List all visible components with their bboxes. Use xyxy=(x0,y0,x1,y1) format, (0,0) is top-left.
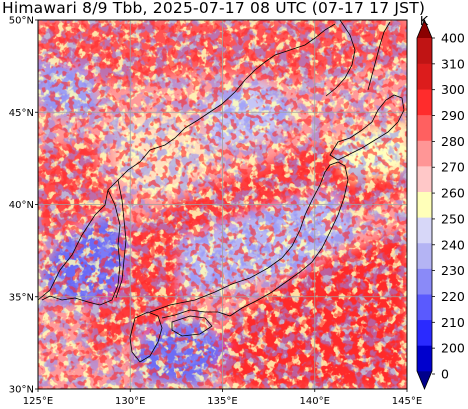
colorbar-segment xyxy=(417,63,432,90)
colorbar-segment xyxy=(417,294,432,321)
colorbar-tick-label: 300 xyxy=(441,82,465,97)
latitude-ticks: 30°N 35°N 40°N 45°N 50°N xyxy=(9,16,38,396)
lat-tick-label: 45°N xyxy=(9,108,34,119)
colorbar-tick-label: 280 xyxy=(441,134,465,149)
colorbar-tick-label: 220 xyxy=(441,289,465,304)
colorbar-segment xyxy=(417,140,432,167)
lat-tick-label: 30°N xyxy=(9,385,34,396)
colorbar-segment xyxy=(417,242,432,269)
colorbar-tick-label: 250 xyxy=(441,211,465,226)
colorbar-segment xyxy=(417,114,432,141)
colorbar-segment xyxy=(417,191,432,218)
lon-tick-label: 145°E xyxy=(392,396,422,407)
coastline-korea-south xyxy=(41,189,121,306)
colorbar-outline xyxy=(416,18,433,391)
coastline-korea-china xyxy=(38,23,336,301)
coastline-hokkaido xyxy=(329,94,405,161)
lon-tick-label: 125°E xyxy=(23,396,53,407)
colorbar-tick-label: 260 xyxy=(441,186,465,201)
coastline-maritime-coast xyxy=(325,20,356,97)
colorbar-segment xyxy=(417,166,432,192)
colorbar-labels: 0 200 210 220 230 240 250 260 270 280 290 300 310 400 xyxy=(432,31,465,382)
colorbar-segment xyxy=(417,268,432,295)
colorbar-tick-label: 400 xyxy=(441,31,465,46)
coastline-shikoku xyxy=(171,315,213,337)
colorbar: 0 200 210 220 230 240 250 260 270 280 290 300 310 400… xyxy=(416,13,465,391)
longitude-ticks: 125°E 130°E 135°E 140°E 145°E xyxy=(23,389,422,407)
lat-tick-label: 35°N xyxy=(9,292,34,303)
lon-tick-label: 135°E xyxy=(207,396,237,407)
lat-tick-label: 40°N xyxy=(9,200,34,211)
colorbar-segment xyxy=(417,217,432,244)
coastlines xyxy=(38,20,405,363)
colorbar-segment xyxy=(417,89,432,116)
coastline-kyushu xyxy=(129,311,163,363)
colorbar-tick-label: 310 xyxy=(441,56,465,71)
lon-tick-label: 130°E xyxy=(115,396,145,407)
lon-tick-label: 140°E xyxy=(300,396,330,407)
lat-tick-label: 50°N xyxy=(9,16,34,27)
colorbar-tick-label: 230 xyxy=(441,263,465,278)
colorbar-segment xyxy=(417,345,432,372)
map-title: Himawari 8/9 Tbb, 2025-07-17 08 UTC (07-… xyxy=(2,0,426,17)
colorbar-extend-max xyxy=(417,20,432,38)
colorbar-extend-min xyxy=(417,371,432,389)
colorbar-tick-label: 240 xyxy=(441,237,465,252)
colorbar-tick-label: 210 xyxy=(441,315,465,330)
colorbar-segments xyxy=(416,18,433,391)
colorbar-tick-label: 0 xyxy=(441,367,449,382)
coastline-honshu xyxy=(149,161,349,319)
colorbar-tick-label: 270 xyxy=(441,160,465,175)
coastline-sakhalin xyxy=(367,21,391,91)
colorbar-segment xyxy=(417,319,432,346)
coastline-korea-east xyxy=(115,179,127,299)
colorbar-tick-label: 200 xyxy=(441,341,465,356)
colorbar-unit: K xyxy=(420,13,429,28)
colorbar-segment xyxy=(417,38,432,64)
colorbar-tick-label: 290 xyxy=(441,108,465,123)
